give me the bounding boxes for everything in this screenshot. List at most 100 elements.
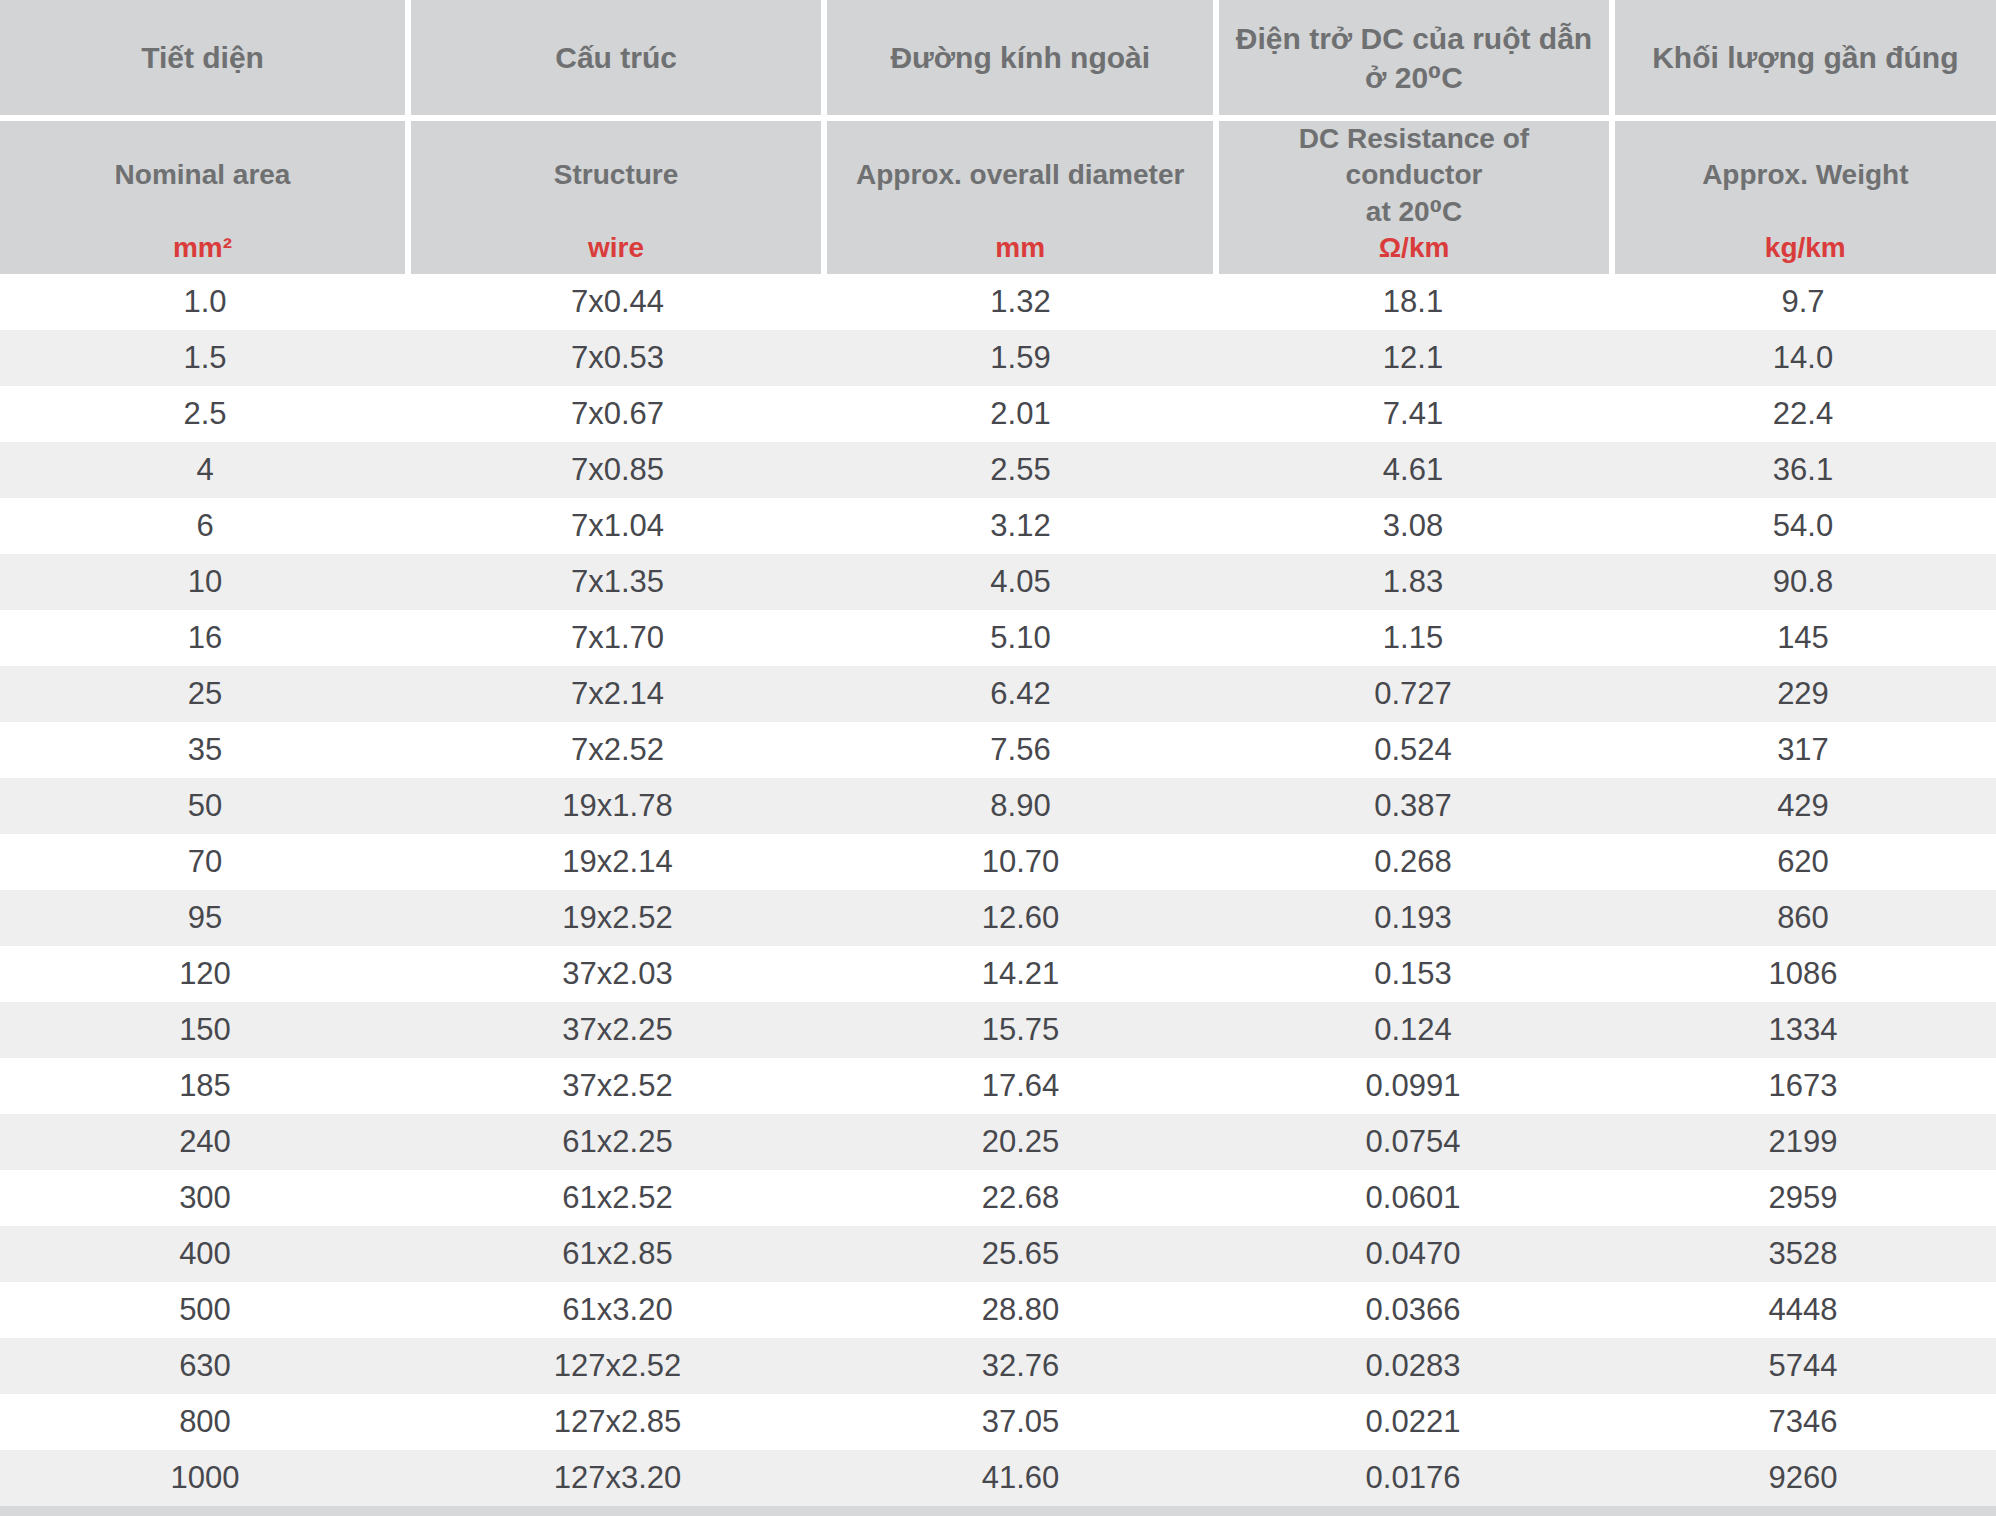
table-cell-overall-diameter: 25.65 [825, 1226, 1216, 1282]
table-cell-dc-resistance: 0.0366 [1216, 1282, 1610, 1338]
table-cell-overall-diameter: 12.60 [825, 890, 1216, 946]
table-cell-dc-resistance: 0.153 [1216, 946, 1610, 1002]
header-cell-vi-structure: Cấu trúc [411, 0, 821, 115]
unit-cell-dc-resistance: Ω/km [1219, 222, 1608, 274]
table-row: 7019x2.1410.700.268620 [0, 834, 1996, 890]
table-cell-structure: 19x1.78 [410, 778, 825, 834]
table-cell-structure: 19x2.52 [410, 890, 825, 946]
table-cell-weight: 145 [1610, 610, 1996, 666]
table-cell-weight: 3528 [1610, 1226, 1996, 1282]
table-cell-weight: 429 [1610, 778, 1996, 834]
table-cell-structure: 7x0.67 [410, 386, 825, 442]
table-row: 9519x2.5212.600.193860 [0, 890, 1996, 946]
table-cell-overall-diameter: 7.56 [825, 722, 1216, 778]
table-cell-weight: 2199 [1610, 1114, 1996, 1170]
table-cell-dc-resistance: 7.41 [1216, 386, 1610, 442]
table-cell-overall-diameter: 10.70 [825, 834, 1216, 890]
table-row: 24061x2.2520.250.07542199 [0, 1114, 1996, 1170]
table-cell-nominal-area: 1.0 [0, 274, 410, 330]
table-cell-overall-diameter: 17.64 [825, 1058, 1216, 1114]
table-row: 357x2.527.560.524317 [0, 722, 1996, 778]
header-cell-vi-dc-resistance: Điện trở DC của ruột dẫn ở 20⁰C [1219, 0, 1608, 115]
table-row: 30061x2.5222.680.06012959 [0, 1170, 1996, 1226]
table-cell-overall-diameter: 32.76 [825, 1338, 1216, 1394]
header-cell-en-weight: Approx. Weight [1615, 121, 1996, 230]
table-cell-dc-resistance: 3.08 [1216, 498, 1610, 554]
table-cell-weight: 1086 [1610, 946, 1996, 1002]
table-cell-weight: 7346 [1610, 1394, 1996, 1450]
table-cell-weight: 5744 [1610, 1338, 1996, 1394]
table-cell-structure: 61x2.52 [410, 1170, 825, 1226]
table-cell-structure: 7x2.52 [410, 722, 825, 778]
table-cell-weight: 1334 [1610, 1002, 1996, 1058]
table-cell-nominal-area: 70 [0, 834, 410, 890]
table-cell-dc-resistance: 0.193 [1216, 890, 1610, 946]
table-cell-structure: 7x1.70 [410, 610, 825, 666]
table-row: 47x0.852.554.6136.1 [0, 442, 1996, 498]
header-cell-vi-weight: Khối lượng gần đúng [1615, 0, 1996, 115]
table-row: 12037x2.0314.210.1531086 [0, 946, 1996, 1002]
table-cell-nominal-area: 50 [0, 778, 410, 834]
table-row: 1000127x3.2041.600.01769260 [0, 1450, 1996, 1506]
table-cell-overall-diameter: 3.12 [825, 498, 1216, 554]
table-cell-overall-diameter: 8.90 [825, 778, 1216, 834]
table-cell-dc-resistance: 4.61 [1216, 442, 1610, 498]
table-cell-weight: 90.8 [1610, 554, 1996, 610]
table-cell-dc-resistance: 0.0221 [1216, 1394, 1610, 1450]
table-cell-weight: 2959 [1610, 1170, 1996, 1226]
table-cell-structure: 127x3.20 [410, 1450, 825, 1506]
table-cell-structure: 37x2.25 [410, 1002, 825, 1058]
table-cell-structure: 37x2.52 [410, 1058, 825, 1114]
table-cell-nominal-area: 300 [0, 1170, 410, 1226]
table-row: 2.57x0.672.017.4122.4 [0, 386, 1996, 442]
table-cell-overall-diameter: 14.21 [825, 946, 1216, 1002]
table-cell-nominal-area: 4 [0, 442, 410, 498]
table-cell-dc-resistance: 18.1 [1216, 274, 1610, 330]
table-cell-nominal-area: 630 [0, 1338, 410, 1394]
table-cell-overall-diameter: 37.05 [825, 1394, 1216, 1450]
header-cell-en-structure: Structure [411, 121, 821, 230]
table-cell-nominal-area: 2.5 [0, 386, 410, 442]
table-cell-dc-resistance: 0.524 [1216, 722, 1610, 778]
table-cell-nominal-area: 35 [0, 722, 410, 778]
table-cell-weight: 1673 [1610, 1058, 1996, 1114]
table-cell-weight: 317 [1610, 722, 1996, 778]
table-row: 15037x2.2515.750.1241334 [0, 1002, 1996, 1058]
table-row: 1.07x0.441.3218.19.7 [0, 274, 1996, 330]
table-cell-overall-diameter: 5.10 [825, 610, 1216, 666]
table-cell-dc-resistance: 0.0470 [1216, 1226, 1610, 1282]
table-cell-nominal-area: 1000 [0, 1450, 410, 1506]
table-cell-nominal-area: 120 [0, 946, 410, 1002]
table-row: 107x1.354.051.8390.8 [0, 554, 1996, 610]
table-cell-structure: 61x2.85 [410, 1226, 825, 1282]
table-cell-structure: 127x2.52 [410, 1338, 825, 1394]
table-cell-overall-diameter: 22.68 [825, 1170, 1216, 1226]
table-cell-overall-diameter: 2.55 [825, 442, 1216, 498]
header-cell-vi-nominal-area: Tiết diện [0, 0, 405, 115]
table-cell-structure: 19x2.14 [410, 834, 825, 890]
table-cell-nominal-area: 10 [0, 554, 410, 610]
header-row-units: mm²wiremmΩ/kmkg/km [0, 222, 1996, 274]
table-cell-nominal-area: 6 [0, 498, 410, 554]
table-row: 257x2.146.420.727229 [0, 666, 1996, 722]
table-cell-structure: 7x0.44 [410, 274, 825, 330]
table-cell-dc-resistance: 0.0176 [1216, 1450, 1610, 1506]
table-cell-nominal-area: 185 [0, 1058, 410, 1114]
table-cell-weight: 14.0 [1610, 330, 1996, 386]
table-cell-dc-resistance: 1.83 [1216, 554, 1610, 610]
table-cell-weight: 9.7 [1610, 274, 1996, 330]
table-cell-dc-resistance: 0.0991 [1216, 1058, 1610, 1114]
header-cell-en-overall-diameter: Approx. overall diameter [827, 121, 1213, 230]
table-row: 50061x3.2028.800.03664448 [0, 1282, 1996, 1338]
table-cell-nominal-area: 240 [0, 1114, 410, 1170]
table-row: 40061x2.8525.650.04703528 [0, 1226, 1996, 1282]
table-cell-structure: 61x3.20 [410, 1282, 825, 1338]
table-cell-overall-diameter: 1.59 [825, 330, 1216, 386]
table-row: 167x1.705.101.15145 [0, 610, 1996, 666]
unit-cell-weight: kg/km [1615, 222, 1996, 274]
table-cell-structure: 7x0.53 [410, 330, 825, 386]
table-cell-overall-diameter: 2.01 [825, 386, 1216, 442]
table-cell-structure: 7x1.04 [410, 498, 825, 554]
table-cell-overall-diameter: 6.42 [825, 666, 1216, 722]
bottom-strip [0, 1506, 1996, 1516]
